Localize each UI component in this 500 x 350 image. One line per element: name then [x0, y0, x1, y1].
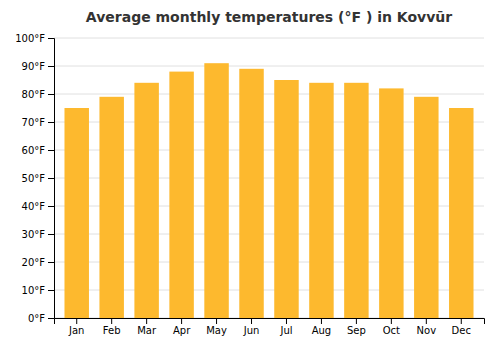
plot-area	[64, 63, 473, 318]
tick: 100°F	[15, 33, 54, 44]
tick-mark	[48, 206, 54, 207]
tick-label: Jan	[68, 325, 84, 336]
tick-label: Feb	[103, 325, 121, 336]
tick-label: 30°F	[22, 229, 46, 240]
tick-label: 10°F	[22, 285, 46, 296]
axis-line	[48, 39, 55, 319]
tick-label: May	[206, 325, 227, 336]
tick: Mar	[137, 318, 157, 336]
tick-mark	[286, 318, 287, 324]
tick-label: 0°F	[28, 313, 45, 324]
grid-line	[54, 38, 484, 39]
bar	[449, 108, 473, 318]
tick-label: 40°F	[22, 201, 46, 212]
tick-label: 70°F	[22, 117, 46, 128]
tick-mark	[321, 318, 322, 324]
tick: Feb	[103, 318, 121, 336]
tick: 80°F	[22, 89, 54, 100]
tick: Aug	[312, 318, 332, 336]
tick-mark	[48, 38, 54, 39]
tick: Sep	[347, 318, 366, 336]
tick: Jun	[243, 318, 260, 336]
tick: 10°F	[22, 285, 54, 296]
tick: 30°F	[22, 229, 54, 240]
tick-mark	[76, 318, 77, 324]
tick-mark	[48, 290, 54, 291]
tick-mark	[48, 262, 54, 263]
bar	[239, 69, 263, 318]
tick-mark	[146, 318, 147, 324]
bar	[309, 83, 333, 318]
bar	[169, 72, 193, 318]
tick-label: Oct	[383, 325, 400, 336]
tick-label: Mar	[137, 325, 157, 336]
tick-label: 60°F	[22, 145, 46, 156]
tick-label: 20°F	[22, 257, 46, 268]
tick-mark	[181, 318, 182, 324]
tick-mark	[356, 318, 357, 324]
tick: Jan	[68, 318, 84, 336]
tick-label: Aug	[312, 325, 332, 336]
grid-line	[54, 66, 484, 67]
tick: 50°F	[22, 173, 54, 184]
y-axis: 0°F 10°F 20°F 30°F 40°F 50°F 60°F 70°F 80°F 90°F 1…	[15, 33, 54, 324]
bar	[344, 83, 368, 318]
grid-line	[54, 94, 484, 95]
tick: Apr	[173, 318, 191, 336]
tick-label: Jul	[279, 325, 292, 336]
tick-mark	[48, 150, 54, 151]
tick-label: 80°F	[22, 89, 46, 100]
tick-mark	[48, 178, 54, 179]
tick-label: 50°F	[22, 173, 46, 184]
bar	[414, 97, 438, 318]
tick-mark	[251, 318, 252, 324]
tick-mark	[48, 318, 54, 319]
tick-mark	[391, 318, 392, 324]
tick-label: Sep	[347, 325, 366, 336]
bar	[99, 97, 123, 318]
x-axis: Jan Feb Mar Apr May Jun Jul Aug Sep Oct Nov Dec	[55, 318, 485, 336]
grid	[54, 38, 484, 318]
tick: 40°F	[22, 201, 54, 212]
tick-label: 90°F	[22, 61, 46, 72]
tick-mark	[461, 318, 462, 324]
tick: Jul	[279, 318, 292, 336]
tick-mark	[48, 66, 54, 67]
tick-mark	[48, 94, 54, 95]
title: Average monthly temperatures (°F ) in Ko…	[86, 9, 452, 25]
tick: Nov	[417, 318, 437, 336]
tick-label: Dec	[452, 325, 471, 336]
bar	[134, 83, 158, 318]
axis-line	[55, 319, 485, 325]
bar	[379, 88, 403, 318]
tick: Dec	[452, 318, 471, 336]
tick-label: Jun	[243, 325, 260, 336]
tick-label: Apr	[173, 325, 191, 336]
tick: May	[206, 318, 227, 336]
tick: 60°F	[22, 145, 54, 156]
tick: 70°F	[22, 117, 54, 128]
bar	[204, 63, 228, 318]
tick-mark	[111, 318, 112, 324]
tick-mark	[216, 318, 217, 324]
bar	[274, 80, 298, 318]
tick-label: 100°F	[15, 33, 45, 44]
tick-mark	[48, 122, 54, 123]
tick-label: Nov	[417, 325, 437, 336]
tick-mark	[48, 234, 54, 235]
tick: 90°F	[22, 61, 54, 72]
tick: Oct	[383, 318, 400, 336]
tick-mark	[426, 318, 427, 324]
tick: 0°F	[28, 313, 54, 324]
tick: 20°F	[22, 257, 54, 268]
chart: 0°F 10°F 20°F 30°F 40°F 50°F 60°F 70°F 80°F 90°F 1…	[0, 0, 500, 350]
bar	[64, 108, 88, 318]
